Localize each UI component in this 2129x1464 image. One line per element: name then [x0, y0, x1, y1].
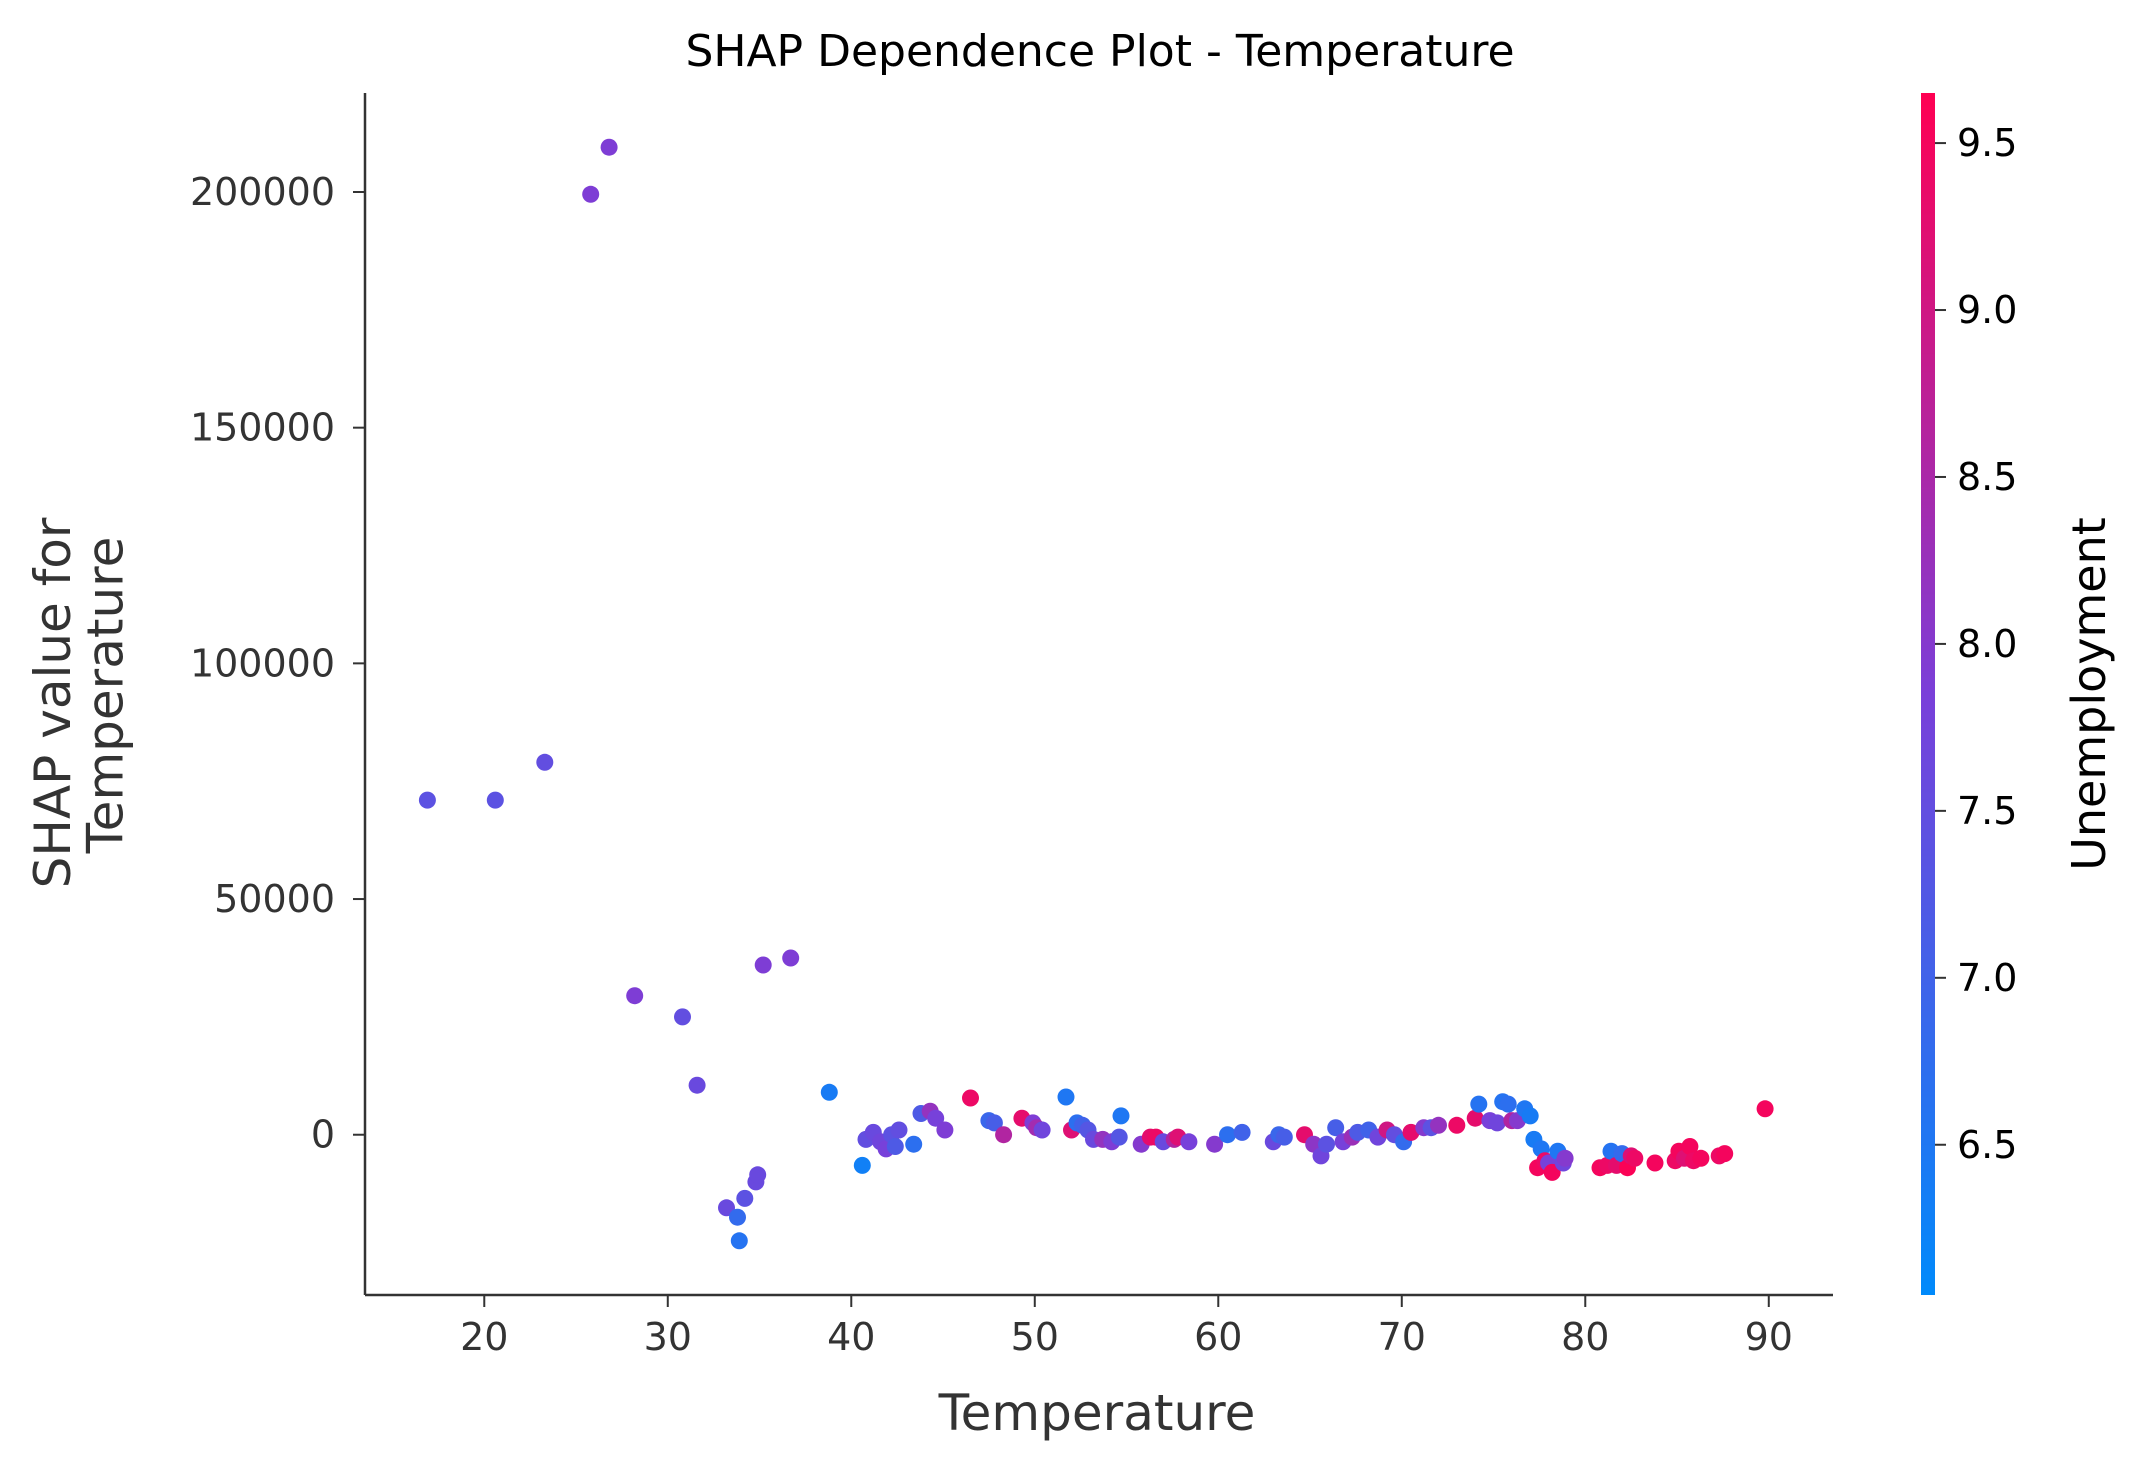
scatter-point-7 — [688, 1076, 706, 1094]
scatter-point-14 — [754, 956, 772, 974]
colorbar-tick-label: 7.5 — [1957, 789, 2017, 833]
scatter-point-3 — [582, 185, 600, 203]
scatter-point-77 — [1430, 1116, 1447, 1134]
scatter-point-65 — [1327, 1119, 1345, 1137]
scatter-point-115 — [1756, 1100, 1774, 1118]
scatter-point-17 — [853, 1156, 871, 1174]
scatter-point-112 — [1692, 1149, 1710, 1167]
scatter-point-37 — [1033, 1121, 1051, 1139]
colorbar-tick-label: 8.5 — [1957, 455, 2017, 499]
y-axis-label-line-2: Temperature — [77, 537, 135, 855]
scatter-point-56 — [1219, 1126, 1236, 1144]
x-tick-label: 50 — [1011, 1315, 1059, 1359]
scatter-point-114 — [1716, 1145, 1734, 1163]
y-tick-label: 200000 — [190, 170, 335, 214]
scatter-point-57 — [1233, 1123, 1251, 1141]
x-tick-label: 40 — [827, 1315, 875, 1359]
scatter-point-29 — [936, 1121, 954, 1139]
scatter-point-60 — [1275, 1128, 1293, 1146]
scatter-point-2 — [536, 753, 554, 771]
scatter-point-78 — [1448, 1116, 1466, 1134]
colorbar-tick-label: 9.0 — [1957, 288, 2017, 332]
scatter-point-55 — [1206, 1135, 1224, 1153]
y-tick-label: 100000 — [190, 641, 335, 685]
scatter-point-84 — [1499, 1095, 1517, 1113]
scatter-point-0 — [418, 791, 436, 809]
x-tick-label: 90 — [1745, 1315, 1793, 1359]
x-tick-label: 60 — [1194, 1315, 1242, 1359]
scatter-point-106 — [1646, 1154, 1664, 1172]
scatter-points — [418, 138, 1774, 1250]
colorbar-tick-label: 8.0 — [1957, 622, 2017, 666]
scatter-point-5 — [626, 987, 644, 1005]
y-tick-label: 150000 — [190, 406, 335, 450]
y-tick-label: 0 — [311, 1113, 335, 1157]
scatter-point-97 — [1556, 1149, 1574, 1167]
scatter-point-80 — [1470, 1095, 1488, 1113]
scatter-point-24 — [890, 1121, 908, 1139]
scatter-point-23 — [886, 1138, 904, 1155]
scatter-point-46 — [1110, 1128, 1128, 1146]
scatter-point-10 — [730, 1232, 748, 1250]
scatter-point-47 — [1112, 1107, 1130, 1125]
colorbar-tick-label: 7.0 — [1957, 956, 2017, 1000]
x-axis-label: Temperature — [938, 1384, 1256, 1442]
x-tick-label: 20 — [460, 1315, 508, 1359]
y-axis-ticks: 0 50000 100000 150000 200000 — [190, 170, 365, 1157]
scatter-point-79 — [1466, 1109, 1484, 1127]
colorbar — [1921, 93, 1935, 1295]
scatter-point-82 — [1488, 1114, 1506, 1132]
x-tick-label: 30 — [644, 1315, 692, 1359]
scatter-point-11 — [736, 1189, 754, 1207]
scatter-point-33 — [995, 1126, 1013, 1144]
scatter-point-28 — [927, 1109, 945, 1127]
chart-title: SHAP Dependence Plot - Temperature — [685, 26, 1514, 77]
scatter-point-9 — [729, 1208, 746, 1226]
x-tick-label: 70 — [1378, 1315, 1426, 1359]
scatter-point-6 — [674, 1008, 691, 1026]
y-axis-label-line-1: SHAP value for — [24, 517, 82, 888]
scatter-point-94 — [1543, 1163, 1561, 1181]
scatter-point-25 — [905, 1135, 923, 1153]
scatter-point-16 — [820, 1083, 838, 1101]
x-axis-ticks: 20 30 40 50 60 70 80 90 — [460, 1295, 1793, 1359]
scatter-point-64 — [1318, 1135, 1335, 1153]
scatter-point-4 — [600, 138, 618, 156]
scatter-point-38 — [1057, 1088, 1075, 1106]
x-tick-label: 80 — [1561, 1315, 1609, 1359]
scatter-point-1 — [486, 791, 504, 809]
y-axis-label: SHAP value for Temperature — [24, 502, 135, 889]
colorbar-label: Unemployment — [2062, 517, 2116, 871]
scatter-point-32 — [985, 1114, 1003, 1132]
scatter-point-74 — [1402, 1123, 1420, 1141]
scatter-point-13 — [749, 1166, 767, 1184]
colorbar-tick-label: 6.5 — [1957, 1123, 2017, 1167]
scatter-point-105 — [1626, 1149, 1644, 1167]
scatter-point-110 — [1681, 1138, 1699, 1155]
scatter-point-15 — [782, 949, 800, 967]
scatter-point-30 — [962, 1089, 979, 1107]
colorbar-ticks: 6.5 7.0 7.5 8.0 8.5 9.0 9.5 — [1935, 121, 2017, 1167]
y-tick-label: 50000 — [214, 877, 335, 921]
scatter-point-88 — [1521, 1107, 1539, 1125]
colorbar-tick-label: 9.5 — [1957, 121, 2017, 165]
scatter-point-54 — [1180, 1133, 1198, 1151]
